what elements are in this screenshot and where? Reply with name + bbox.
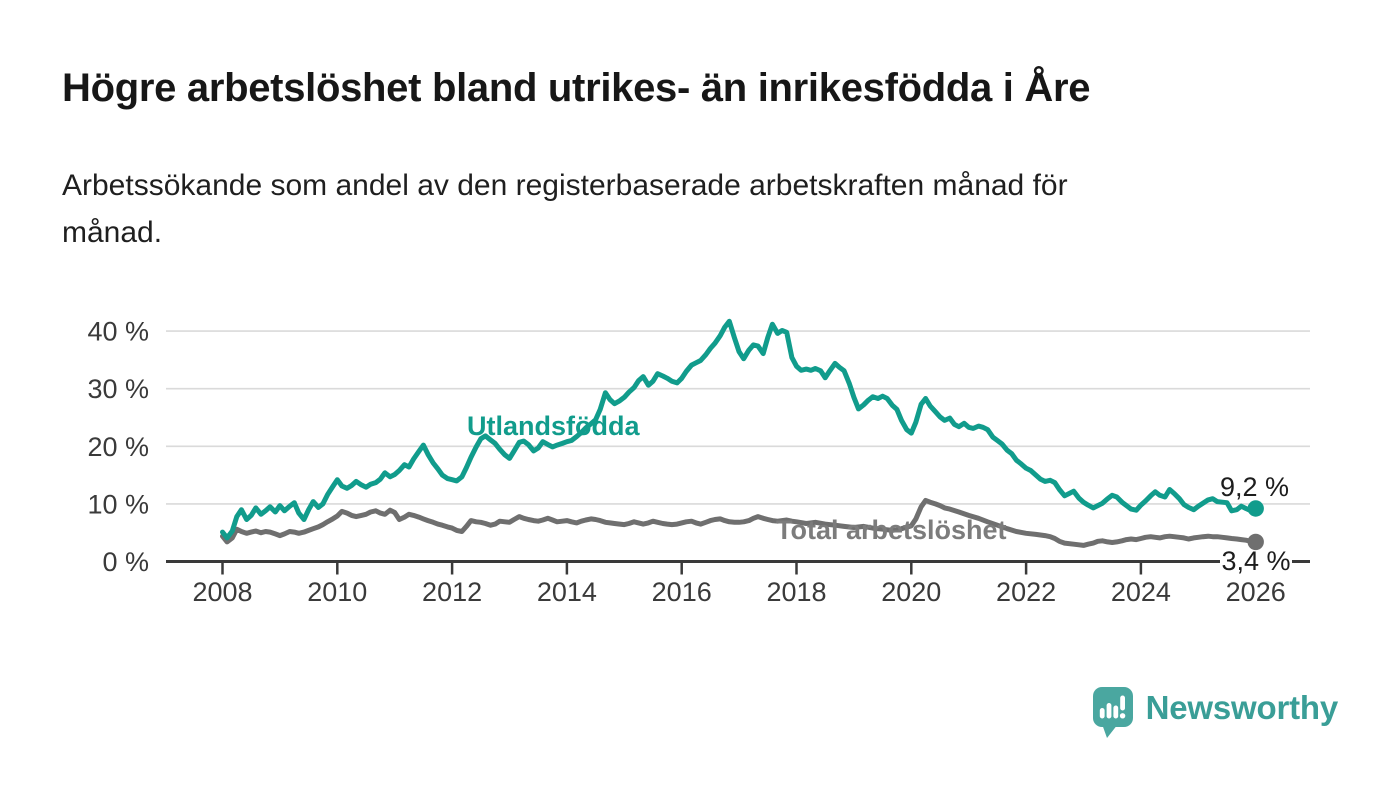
end-value-label: 9,2 % [1220,472,1289,502]
logo-exclamation-bar [1119,695,1125,711]
series-label: Total arbetslöshet [776,515,1007,545]
end-value-label: 3,4 % [1221,546,1290,576]
chart-subtitle: Arbetssökande som andel av den registerb… [62,162,1068,256]
y-tick-label: 10 % [87,489,149,519]
logo-exclamation-dot [1119,713,1125,719]
chart-subtitle-line1: Arbetssökande som andel av den registerb… [62,169,1068,202]
series-line-1 [220,318,1259,541]
y-tick-label: 40 % [87,317,149,347]
x-tick-label: 2008 [192,577,252,607]
logo-bar-tall [1113,705,1118,719]
x-tick-label: 2026 [1226,577,1286,607]
x-tick-label: 2024 [1111,577,1171,607]
x-tick-label: 2012 [422,577,482,607]
logo-bar-medium [1106,703,1112,719]
chart-subtitle-line2: månad. [62,216,163,249]
x-tick-label: 2014 [537,577,597,607]
y-tick-label: 0 % [102,547,149,577]
series-line-0 [220,497,1259,548]
newsworthy-logo-text: Newsworthy [1145,689,1339,726]
x-tick-label: 2010 [307,577,367,607]
x-tick-label: 2016 [652,577,712,607]
y-tick-label: 30 % [87,374,149,404]
logo-bar-small [1099,708,1105,719]
x-tick-label: 2018 [766,577,826,607]
chart-title: Högre arbetslöshet bland utrikes- än inr… [62,66,1091,110]
newsworthy-logo-icon [1092,687,1133,738]
series-end-dot-0 [1247,533,1264,551]
series-end-dot-1 [1247,500,1264,517]
y-tick-label: 20 % [87,432,149,462]
newsworthy-logo: Newsworthy [1092,687,1339,739]
x-tick-label: 2020 [881,577,941,607]
end-label-mask [1220,546,1292,575]
series-label: Utlandsfödda [467,411,640,441]
x-tick-label: 2022 [996,577,1056,607]
